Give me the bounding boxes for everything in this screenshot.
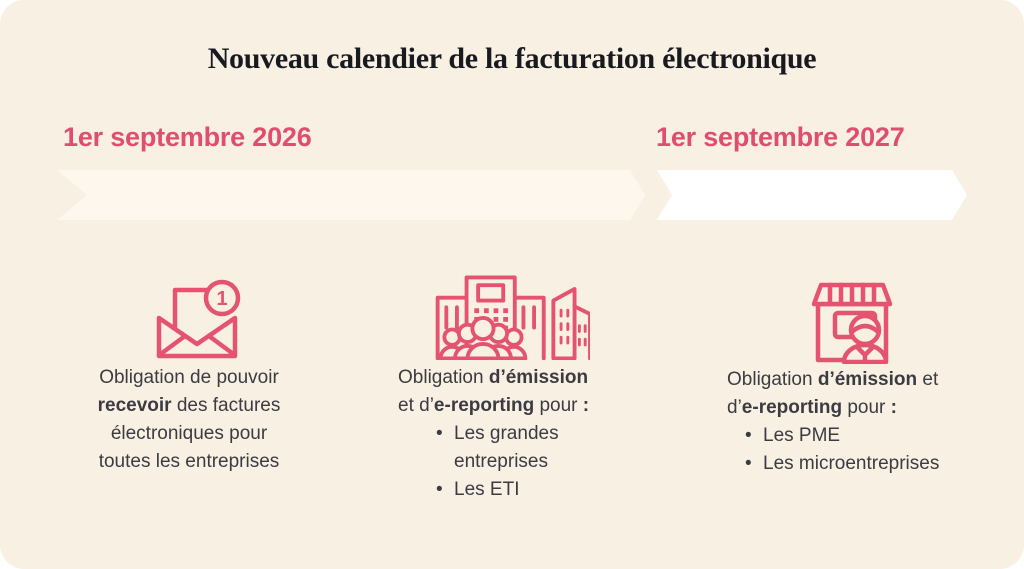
shopkeeper: [841, 313, 889, 364]
center-tower: [464, 275, 517, 360]
envelope-creases: [159, 333, 235, 356]
column-emission-small-text: Obligation d’émission et d’e-reporting p…: [727, 366, 1007, 478]
shopkeeper-cap: [850, 323, 880, 334]
side-building-windows: [559, 308, 587, 347]
envelope-notification-icon: 1: [156, 279, 241, 359]
timeline-band-2026: [57, 170, 645, 220]
notification-count: 1: [216, 288, 227, 310]
bullet-icon: •: [436, 423, 443, 444]
receive-line-1: Obligation de pouvoir: [99, 367, 279, 388]
timeline-arrow-bands: [57, 170, 967, 220]
notification-badge: [203, 279, 241, 317]
right-wing: [512, 295, 546, 360]
bullet-icon: •: [745, 453, 752, 474]
list-item: • Les grandes entreprises: [436, 420, 648, 476]
side-building-annex: [572, 304, 590, 360]
date-label-2027: 1er septembre 2027: [656, 122, 905, 152]
emission-large-heading-1: Obligation d’émission: [398, 367, 589, 388]
receive-line-3: électroniques pour: [110, 423, 268, 444]
page-title: Nouveau calendier de la facturation élec…: [207, 42, 817, 75]
emission-small-heading-1: Obligation d’émission et: [727, 369, 939, 390]
shopkeeper-tie: [855, 345, 875, 364]
receive-line-2: recevoir des factures: [97, 395, 281, 416]
storefront-person-icon: [811, 282, 893, 364]
bullet-icon: •: [436, 479, 443, 500]
list-item: • Les ETI: [436, 476, 648, 504]
bullet-icon: •: [745, 425, 752, 446]
emission-large-heading-2: et d’e-reporting pour :: [398, 395, 590, 416]
emission-small-bullet-list: • Les PME • Les microentreprises: [727, 422, 1007, 478]
timeline-band-2027: [657, 170, 967, 220]
emission-large-bullet-list: • Les grandes entreprises • Les ETI: [398, 420, 648, 504]
letter-paper: [172, 287, 213, 330]
column-emission-large-text: Obligation d’émission et d’e-reporting p…: [398, 364, 648, 504]
envelope-pocket: [156, 315, 238, 359]
emission-small-heading-2: d’e-reporting pour :: [727, 397, 897, 418]
awning-stripes: [827, 282, 877, 307]
left-wing: [435, 295, 469, 360]
column-receive-text: Obligation de pouvoir recevoir des factu…: [62, 364, 316, 476]
date-label-2026: 1er septembre 2026: [63, 122, 312, 152]
side-building-main: [551, 287, 577, 360]
receive-line-4: toutes les entreprises: [98, 451, 280, 472]
tower-top-window: [476, 283, 506, 303]
crowd-people: [438, 316, 528, 360]
buildings-crowd-icon: [435, 275, 590, 360]
list-item: • Les PME: [745, 422, 1007, 450]
list-item: • Les microentreprises: [745, 450, 1007, 478]
